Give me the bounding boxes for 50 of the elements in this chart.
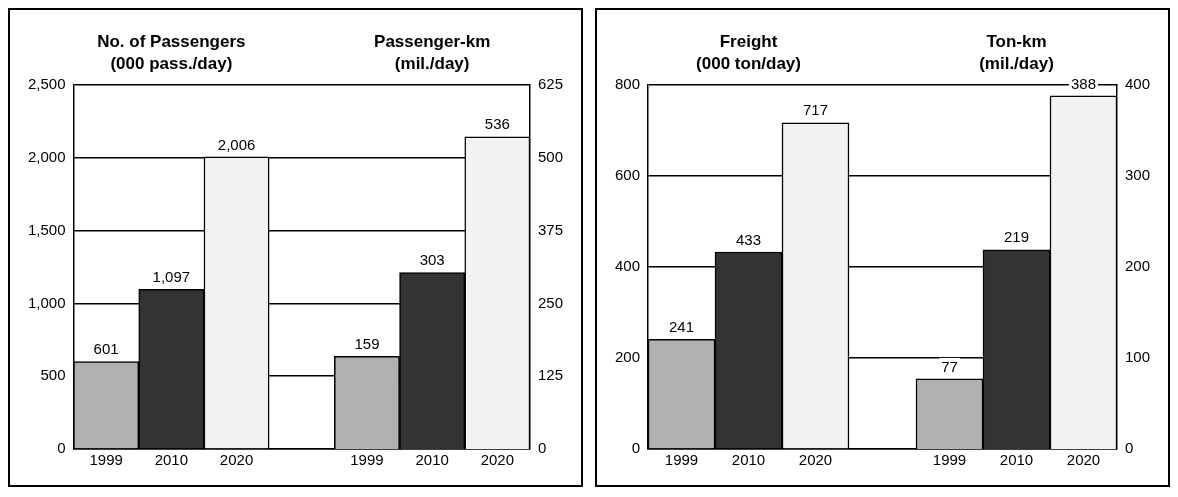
y2-tick-label: 0 [537, 439, 547, 457]
y-tick-label: 400 [615, 257, 641, 275]
data-label: 601 [93, 340, 119, 358]
y-tick-label: 500 [40, 366, 66, 384]
data-label: 388 [1070, 74, 1096, 92]
x-tick-label: 2010 [731, 451, 766, 469]
data-label: 77 [941, 357, 958, 375]
y-tick-label: 1,500 [27, 220, 66, 238]
y2-tick-label: 375 [537, 220, 563, 238]
y-tick-label: 200 [615, 348, 641, 366]
y2-tick-label: 250 [537, 293, 563, 311]
y-tick-label: 0 [57, 439, 66, 457]
y2-tick-label: 500 [537, 147, 563, 165]
y2-tick-label: 0 [1124, 439, 1134, 457]
y2-tick-label: 100 [1124, 348, 1150, 366]
y-tick-label: 600 [615, 166, 641, 184]
y2-tick-label: 300 [1124, 166, 1150, 184]
y2-axis-title: Ton-km (mil./day) [979, 32, 1054, 74]
x-tick-label: 2020 [219, 451, 254, 469]
y-tick-label: 1,000 [27, 293, 66, 311]
data-label: 536 [484, 115, 510, 133]
y-tick-label: 800 [615, 75, 641, 93]
y2-tick-label: 400 [1124, 75, 1150, 93]
y-tick-label: 2,000 [27, 147, 66, 165]
x-tick-label: 2020 [1066, 451, 1101, 469]
x-tick-label: 1999 [350, 451, 384, 469]
data-label: 2,006 [217, 135, 256, 153]
y2-tick-label: 625 [537, 75, 563, 93]
y2-tick-label: 200 [1124, 257, 1150, 275]
y2-tick-label: 125 [537, 366, 563, 384]
y2-axis-title: Passenger-km (mil./day) [374, 32, 491, 74]
y-axis-title: Freight (000 ton/day) [696, 32, 801, 74]
x-tick-label: 1999 [89, 451, 123, 469]
y-axis-title: No. of Passengers (000 pass./day) [97, 32, 246, 74]
x-tick-label: 1999 [932, 451, 967, 469]
data-label: 219 [1003, 228, 1029, 246]
x-tick-label: 2010 [154, 451, 189, 469]
data-label: 241 [669, 317, 695, 335]
y-tick-label: 0 [631, 439, 641, 457]
data-label: 717 [802, 101, 829, 119]
data-label: 303 [419, 251, 445, 269]
x-tick-label: 2020 [480, 451, 515, 469]
x-tick-label: 2010 [415, 451, 449, 469]
data-label: 433 [736, 230, 762, 248]
x-tick-label: 1999 [664, 451, 699, 469]
x-tick-label: 2010 [999, 451, 1034, 469]
x-tick-label: 2020 [798, 451, 833, 469]
data-label: 1,097 [152, 267, 191, 285]
data-label: 159 [354, 335, 380, 353]
y-tick-label: 2,500 [27, 75, 66, 93]
